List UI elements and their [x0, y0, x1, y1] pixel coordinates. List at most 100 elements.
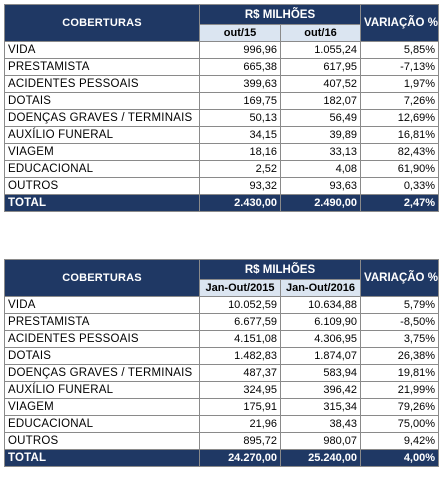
row-label: DOENÇAS GRAVES / TERMINAIS	[4, 109, 200, 127]
table-row: ACIDENTES PESSOAIS 4.151,08 4.306,95 3,75%	[4, 330, 440, 348]
row-label: TOTAL	[4, 194, 200, 212]
value-period-1: 10.052,59	[199, 296, 281, 314]
table-row: DOENÇAS GRAVES / TERMINAIS 50,13 56,49 12,6…	[4, 109, 440, 127]
variation-value: 5,79%	[360, 296, 440, 314]
row-label: EDUCACIONAL	[4, 160, 200, 178]
table-row: ACIDENTES PESSOAIS 399,63 407,52 1,97%	[4, 75, 440, 93]
value-period-1: 34,15	[199, 126, 281, 144]
row-label: ACIDENTES PESSOAIS	[4, 75, 200, 93]
value-period-1: 2,52	[199, 160, 281, 178]
header-period-2: out/16	[279, 24, 362, 42]
value-period-2: 396,42	[279, 381, 362, 399]
row-label: VIDA	[4, 41, 200, 59]
value-period-1: 399,63	[199, 75, 281, 93]
value-period-1: 24.270,00	[199, 449, 281, 467]
value-period-2: 25.240,00	[279, 449, 362, 467]
variation-value: 19,81%	[360, 364, 440, 382]
row-label: OUTROS	[4, 432, 200, 450]
variation-value: 61,90%	[360, 160, 440, 178]
table-row: VIAGEM 18,16 33,13 82,43%	[4, 143, 440, 161]
variation-value: 82,43%	[360, 143, 440, 161]
value-period-2: 980,07	[279, 432, 362, 450]
value-period-1: 21,96	[199, 415, 281, 433]
row-label: AUXÍLIO FUNERAL	[4, 126, 200, 144]
value-period-2: 4,08	[279, 160, 362, 178]
value-period-2: 33,13	[279, 143, 362, 161]
variation-value: 16,81%	[360, 126, 440, 144]
value-period-1: 665,38	[199, 58, 281, 76]
table-row: DOTAIS 169,75 182,07 7,26%	[4, 92, 440, 110]
coverage-table-ytd: COBERTURAS R$ MILHÕES VARIAÇÃO % Jan-Out…	[4, 259, 440, 467]
row-label: VIAGEM	[4, 143, 200, 161]
variation-value: 3,75%	[360, 330, 440, 348]
row-label: PRESTAMISTA	[4, 58, 200, 76]
value-period-1: 895,72	[199, 432, 281, 450]
variation-value: 0,33%	[360, 177, 440, 195]
variation-value: 79,26%	[360, 398, 440, 416]
value-period-2: 407,52	[279, 75, 362, 93]
row-label: ACIDENTES PESSOAIS	[4, 330, 200, 348]
value-period-2: 4.306,95	[279, 330, 362, 348]
header-coberturas: COBERTURAS	[4, 4, 200, 42]
variation-value: 26,38%	[360, 347, 440, 365]
table-row: VIDA 10.052,59 10.634,88 5,79%	[4, 296, 440, 314]
value-period-2: 39,89	[279, 126, 362, 144]
value-period-2: 38,43	[279, 415, 362, 433]
value-period-1: 487,37	[199, 364, 281, 382]
table-row: PRESTAMISTA 665,38 617,95 -7,13%	[4, 58, 440, 76]
variation-value: 7,26%	[360, 92, 440, 110]
value-period-1: 996,96	[199, 41, 281, 59]
table-row: EDUCACIONAL 21,96 38,43 75,00%	[4, 415, 440, 433]
table-row: EDUCACIONAL 2,52 4,08 61,90%	[4, 160, 440, 178]
variation-value: 12,69%	[360, 109, 440, 127]
row-label: DOENÇAS GRAVES / TERMINAIS	[4, 364, 200, 382]
table-row: PRESTAMISTA 6.677,59 6.109,90 -8,50%	[4, 313, 440, 331]
total-row: TOTAL 24.270,00 25.240,00 4,00%	[4, 449, 440, 467]
header-period-1: Jan-Out/2015	[199, 279, 281, 297]
value-period-2: 315,34	[279, 398, 362, 416]
value-period-2: 182,07	[279, 92, 362, 110]
table-row: OUTROS 93,32 93,63 0,33%	[4, 177, 440, 195]
row-label: DOTAIS	[4, 92, 200, 110]
header-period-2: Jan-Out/2016	[279, 279, 362, 297]
value-period-1: 169,75	[199, 92, 281, 110]
value-period-2: 6.109,90	[279, 313, 362, 331]
value-period-2: 93,63	[279, 177, 362, 195]
variation-value: 21,99%	[360, 381, 440, 399]
header-coberturas: COBERTURAS	[4, 259, 200, 297]
table-row: AUXÍLIO FUNERAL 324,95 396,42 21,99%	[4, 381, 440, 399]
value-period-2: 2.490,00	[279, 194, 362, 212]
value-period-2: 1.055,24	[279, 41, 362, 59]
header-variacao: VARIAÇÃO %	[360, 4, 440, 42]
header-period-1: out/15	[199, 24, 281, 42]
value-period-2: 583,94	[279, 364, 362, 382]
variation-value: 4,00%	[360, 449, 440, 467]
value-period-1: 50,13	[199, 109, 281, 127]
value-period-2: 10.634,88	[279, 296, 362, 314]
value-period-1: 6.677,59	[199, 313, 281, 331]
header-rs-milhoes: R$ MILHÕES	[198, 259, 362, 280]
header-variacao: VARIAÇÃO %	[360, 259, 440, 297]
header-rs-milhoes: R$ MILHÕES	[198, 4, 362, 25]
table-row: VIAGEM 175,91 315,34 79,26%	[4, 398, 440, 416]
variation-value: -7,13%	[360, 58, 440, 76]
row-label: TOTAL	[4, 449, 200, 467]
value-period-1: 4.151,08	[199, 330, 281, 348]
row-label: VIAGEM	[4, 398, 200, 416]
coverage-table-monthly: COBERTURAS R$ MILHÕES VARIAÇÃO % out/15 …	[4, 4, 440, 212]
variation-value: -8,50%	[360, 313, 440, 331]
variation-value: 5,85%	[360, 41, 440, 59]
row-label: PRESTAMISTA	[4, 313, 200, 331]
table-row: AUXÍLIO FUNERAL 34,15 39,89 16,81%	[4, 126, 440, 144]
value-period-1: 18,16	[199, 143, 281, 161]
row-label: VIDA	[4, 296, 200, 314]
row-label: AUXÍLIO FUNERAL	[4, 381, 200, 399]
variation-value: 9,42%	[360, 432, 440, 450]
row-label: EDUCACIONAL	[4, 415, 200, 433]
value-period-1: 93,32	[199, 177, 281, 195]
row-label: OUTROS	[4, 177, 200, 195]
table-row: DOTAIS 1.482,83 1.874,07 26,38%	[4, 347, 440, 365]
table-row: OUTROS 895,72 980,07 9,42%	[4, 432, 440, 450]
variation-value: 2,47%	[360, 194, 440, 212]
value-period-1: 1.482,83	[199, 347, 281, 365]
